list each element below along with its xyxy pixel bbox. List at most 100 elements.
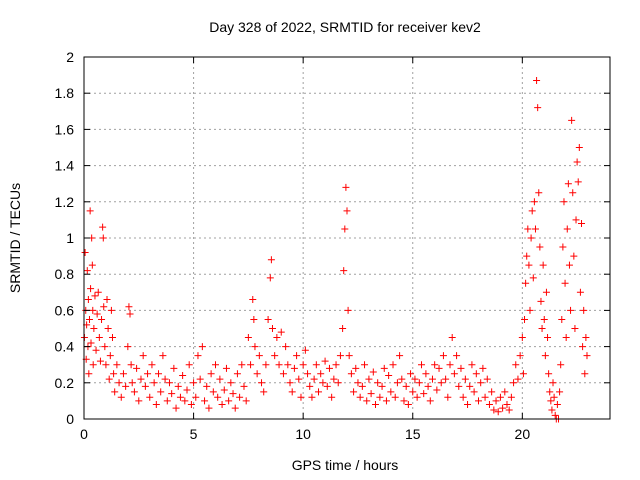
data-point bbox=[524, 225, 532, 233]
data-point bbox=[89, 306, 97, 314]
data-point bbox=[576, 288, 584, 296]
data-point bbox=[542, 288, 550, 296]
y-tick-label: 0.8 bbox=[55, 266, 75, 282]
data-point bbox=[537, 297, 545, 305]
points-layer bbox=[80, 77, 591, 423]
data-point bbox=[523, 252, 531, 260]
data-point bbox=[264, 315, 272, 323]
data-point bbox=[572, 216, 580, 224]
data-point bbox=[521, 315, 529, 323]
data-point bbox=[378, 382, 386, 390]
data-point bbox=[358, 382, 366, 390]
data-point bbox=[308, 393, 316, 401]
data-point bbox=[290, 364, 298, 372]
y-tick-label: 2 bbox=[66, 49, 74, 65]
data-point bbox=[483, 375, 491, 383]
y-axis-label: SRMTID / TECUs bbox=[7, 183, 23, 293]
data-point bbox=[89, 361, 97, 369]
data-point bbox=[284, 361, 292, 369]
data-point bbox=[84, 296, 92, 304]
data-point bbox=[125, 303, 133, 311]
data-point bbox=[444, 393, 452, 401]
data-point bbox=[404, 401, 412, 409]
data-point bbox=[345, 352, 353, 360]
data-point bbox=[163, 397, 171, 405]
data-point bbox=[541, 352, 549, 360]
data-point bbox=[426, 397, 434, 405]
data-point bbox=[534, 104, 542, 112]
data-point bbox=[222, 364, 230, 372]
data-point bbox=[568, 116, 576, 124]
data-point bbox=[461, 375, 469, 383]
data-point bbox=[367, 390, 375, 398]
data-point bbox=[196, 375, 204, 383]
data-point bbox=[529, 274, 537, 282]
data-point bbox=[165, 379, 173, 387]
data-point bbox=[161, 375, 169, 383]
data-point bbox=[286, 379, 294, 387]
data-point bbox=[273, 334, 281, 342]
data-point bbox=[562, 334, 570, 342]
data-point bbox=[321, 357, 329, 365]
data-point bbox=[148, 361, 156, 369]
data-point bbox=[490, 406, 498, 414]
x-tick-label: 20 bbox=[515, 426, 531, 442]
y-tick-label: 0.6 bbox=[55, 302, 75, 318]
x-tick-label: 10 bbox=[295, 426, 311, 442]
data-point bbox=[85, 370, 93, 378]
data-point bbox=[409, 388, 417, 396]
y-tick-label: 1 bbox=[66, 230, 74, 246]
data-point bbox=[258, 379, 266, 387]
data-point bbox=[437, 379, 445, 387]
data-point bbox=[574, 178, 582, 186]
data-point bbox=[581, 370, 589, 378]
data-point bbox=[110, 370, 118, 378]
data-point bbox=[267, 256, 275, 264]
data-point bbox=[315, 388, 323, 396]
data-point bbox=[323, 382, 331, 390]
data-point bbox=[526, 306, 534, 314]
y-tick-label: 1.8 bbox=[55, 85, 75, 101]
data-point bbox=[567, 306, 575, 314]
data-point bbox=[522, 279, 530, 287]
data-point bbox=[376, 393, 384, 401]
data-point bbox=[332, 361, 340, 369]
data-point bbox=[155, 370, 163, 378]
data-point bbox=[402, 382, 410, 390]
data-point bbox=[347, 370, 355, 378]
data-point bbox=[573, 158, 581, 166]
data-point bbox=[570, 252, 578, 260]
data-point bbox=[198, 343, 206, 351]
data-point bbox=[91, 292, 99, 300]
data-point bbox=[330, 375, 338, 383]
data-point bbox=[181, 397, 189, 405]
data-point bbox=[319, 379, 327, 387]
x-axis-label: GPS time / hours bbox=[292, 457, 399, 473]
data-point bbox=[341, 225, 349, 233]
data-point bbox=[558, 315, 566, 323]
data-point bbox=[170, 364, 178, 372]
data-point bbox=[102, 361, 110, 369]
data-point bbox=[400, 397, 408, 405]
data-point bbox=[99, 234, 107, 242]
data-point bbox=[172, 404, 180, 412]
data-point bbox=[87, 339, 95, 347]
data-point bbox=[553, 401, 561, 409]
data-point bbox=[501, 388, 509, 396]
data-point bbox=[569, 189, 577, 197]
data-point bbox=[488, 388, 496, 396]
data-point bbox=[100, 303, 108, 311]
data-point bbox=[176, 393, 184, 401]
data-point bbox=[531, 225, 539, 233]
data-point bbox=[101, 343, 109, 351]
data-point bbox=[422, 370, 430, 378]
data-point bbox=[446, 361, 454, 369]
data-point bbox=[233, 370, 241, 378]
data-point bbox=[108, 334, 116, 342]
data-point bbox=[194, 352, 202, 360]
grid-layer bbox=[84, 57, 610, 419]
data-point bbox=[494, 408, 502, 416]
data-point bbox=[106, 352, 114, 360]
data-point bbox=[328, 393, 336, 401]
data-point bbox=[111, 388, 119, 396]
